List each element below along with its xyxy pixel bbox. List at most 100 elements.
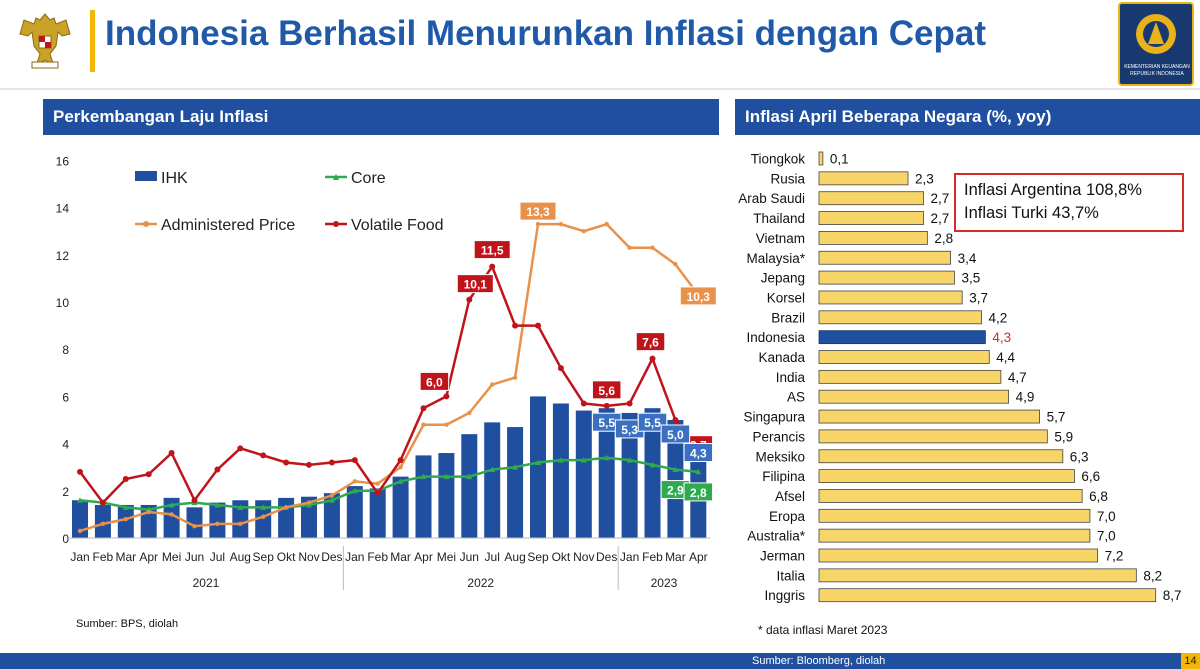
core-point — [466, 473, 473, 480]
data-label-box — [519, 201, 557, 221]
ihk-bar — [461, 434, 478, 538]
ihk-bar — [392, 476, 409, 538]
ihk-bar — [644, 408, 661, 538]
ihk-bar — [117, 504, 134, 538]
data-label: 5,6 — [598, 384, 615, 398]
administered-price-point — [467, 410, 472, 416]
legend-marker — [333, 221, 339, 227]
garuda-emblem-icon — [19, 13, 71, 69]
country-bar — [818, 508, 1091, 523]
country-bar — [818, 231, 928, 245]
country-value-label: 7,2 — [1105, 549, 1124, 564]
title-accent-bar — [90, 10, 95, 72]
data-label: 2,8 — [690, 486, 707, 500]
ihk-bar — [301, 496, 317, 538]
core-point — [77, 497, 83, 503]
y-tick-label: 12 — [56, 249, 70, 263]
country-value-label: 3,4 — [958, 251, 977, 266]
x-tick-label: Des — [596, 550, 617, 564]
volatile-food-point — [489, 263, 496, 270]
data-label: 5,5 — [598, 416, 615, 430]
administered-price-point — [192, 524, 197, 529]
x-tick-label: Nov — [298, 550, 319, 564]
volatile-food-point — [374, 490, 381, 497]
country-value-label: 4,7 — [1008, 370, 1027, 385]
administered-price-point — [650, 245, 655, 250]
core-point — [168, 501, 175, 508]
y-tick-label: 14 — [56, 202, 70, 216]
country-value-label: 2,7 — [930, 211, 949, 226]
administered-price-point — [215, 521, 220, 527]
administered-price-point — [558, 221, 564, 227]
ihk-bar — [369, 488, 386, 538]
x-tick-label: Feb — [642, 550, 663, 564]
x-tick-label: Jul — [210, 550, 225, 564]
country-bar — [818, 191, 924, 206]
data-label: 7,6 — [642, 336, 659, 350]
volatile-food-point — [535, 322, 541, 329]
country-label: Jerman — [760, 549, 805, 564]
ihk-bar — [209, 502, 226, 538]
volatile-food-point — [580, 400, 587, 407]
administered-price-point — [512, 375, 518, 380]
ihk-bar — [232, 500, 249, 538]
data-label-box — [456, 274, 494, 294]
data-label: 2,9 — [667, 484, 684, 498]
volatile-food-point — [237, 445, 244, 452]
legend-marker — [143, 221, 149, 227]
x-tick-label: Aug — [230, 550, 251, 564]
ihk-bar — [415, 455, 432, 538]
country-bar — [818, 528, 1091, 543]
ihk-bar — [621, 412, 638, 538]
volatile-food-point — [99, 499, 106, 506]
administered-price-point — [261, 514, 266, 519]
year-label: 2023 — [651, 576, 678, 590]
country-bar — [818, 330, 986, 345]
country-label: Tiongkok — [751, 152, 806, 167]
core-point — [557, 457, 564, 463]
country-label: Filipina — [762, 469, 805, 484]
country-label: Vietnam — [756, 231, 805, 246]
right-note: * data inflasi Maret 2023 — [758, 623, 888, 637]
country-bar — [818, 290, 963, 305]
country-value-label: 0,1 — [830, 152, 849, 167]
core-point — [122, 504, 129, 510]
volatile-food-point — [672, 417, 679, 423]
legend-label: Core — [351, 170, 386, 187]
x-tick-label: Sep — [527, 550, 549, 564]
core-point — [535, 459, 541, 465]
ihk-bar — [278, 497, 295, 538]
country-label: Brazil — [771, 310, 805, 325]
country-bar — [818, 409, 1040, 424]
country-label: Malaysia* — [746, 251, 805, 266]
data-label: 5,5 — [644, 416, 661, 430]
country-value-label: 2,7 — [930, 191, 949, 206]
administered-price-point — [306, 500, 312, 505]
country-value-label: 3,5 — [961, 271, 980, 286]
administered-price-point — [444, 422, 449, 427]
ihk-bar — [530, 396, 546, 538]
country-label: Jepang — [761, 271, 805, 286]
ihk-bar — [484, 422, 501, 538]
x-tick-label: Mar — [115, 550, 136, 564]
country-label: AS — [787, 390, 805, 405]
country-label: Afsel — [775, 489, 805, 504]
left-panel-title: Perkembangan Laju Inflasi — [43, 99, 719, 135]
volatile-food-point — [77, 468, 83, 475]
country-value-label: 6,8 — [1089, 489, 1108, 504]
footer-source: Sumber: Bloomberg, diolah — [752, 655, 886, 667]
country-label: Eropa — [769, 509, 806, 524]
core-point — [260, 504, 267, 510]
x-tick-label: Jan — [620, 550, 639, 564]
country-bar — [818, 588, 1157, 603]
core-point — [580, 457, 587, 463]
country-value-label: 6,6 — [1081, 469, 1100, 484]
country-value-label: 4,4 — [996, 350, 1015, 365]
x-tick-label: Okt — [552, 550, 571, 564]
ihk-bar — [507, 427, 524, 538]
administered-price-point — [123, 516, 128, 522]
volatile-food-point — [328, 459, 335, 466]
data-label-box — [635, 332, 666, 352]
data-label-box — [637, 412, 668, 432]
country-bar — [818, 310, 982, 325]
